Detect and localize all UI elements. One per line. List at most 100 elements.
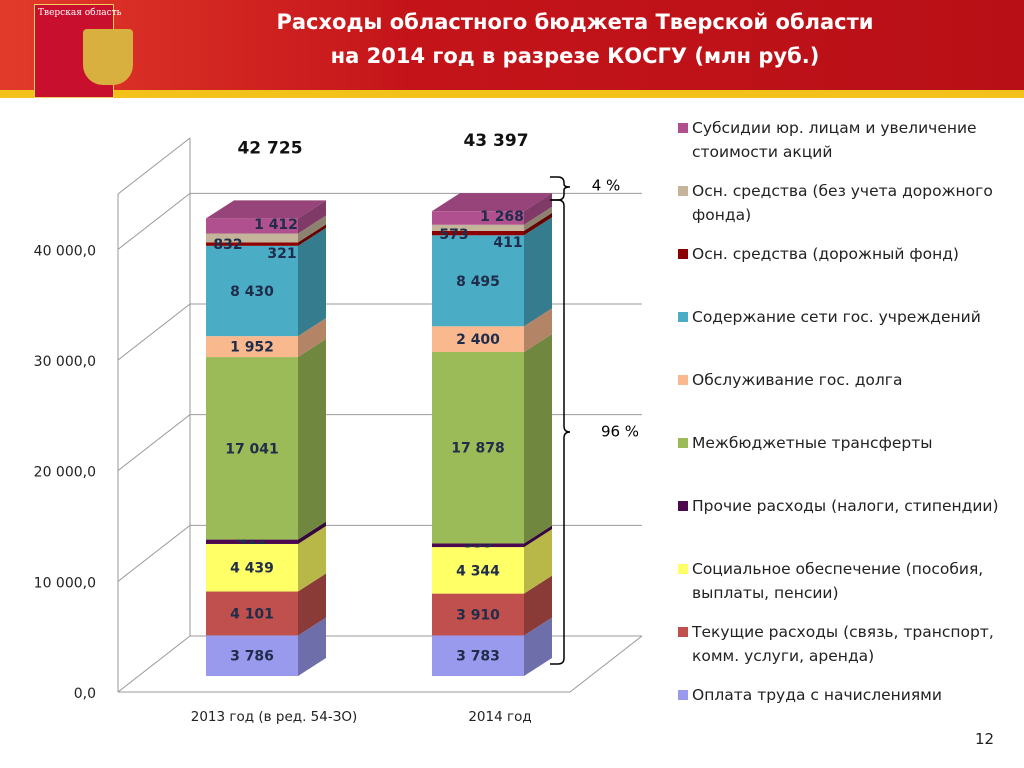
bar-segment	[432, 351, 524, 544]
legend-item: Прочие расходы (налоги, стипендии)	[672, 494, 1017, 544]
legend-label: Обслуживание гос. долга	[692, 371, 903, 389]
legend-label: Межбюджетные трансферты	[692, 434, 933, 452]
annotation: 96 %	[601, 423, 639, 441]
floor-edge	[569, 635, 643, 693]
total-label: 42 725	[237, 138, 302, 158]
legend-label: Оплата труда с начислениями	[692, 686, 942, 704]
bar-side	[298, 617, 326, 676]
bar-side	[524, 333, 552, 544]
header-stripe	[0, 90, 1024, 98]
bar-segment	[432, 224, 524, 231]
legend-label: Осн. средства (без учета дорожного фонда…	[692, 182, 993, 224]
bar-side	[298, 525, 326, 592]
bracket-96	[550, 199, 571, 665]
y-tick-label: 40 000,0	[34, 243, 96, 259]
value-label: 8 495	[456, 274, 500, 290]
bar-segment	[206, 242, 298, 246]
value-label: 321	[267, 246, 296, 262]
legend-item: Текущие расходы (связь, транспорт, комм.…	[672, 620, 1017, 670]
legend-item: Социальное обеспечение (пособия, выплаты…	[672, 557, 1017, 607]
bar-side	[298, 227, 326, 337]
bar-segment	[432, 326, 524, 352]
legend-item: Субсидии юр. лицам и увеличение стоимост…	[672, 116, 1017, 166]
chart-title: Расходы областного бюджета Тверской обла…	[276, 10, 874, 34]
y-tick-label: 10 000,0	[34, 575, 96, 591]
value-label: 1 412	[254, 217, 298, 233]
legend-swatch	[678, 627, 688, 637]
legend-label: Социальное обеспечение (пособия, выплаты…	[692, 560, 984, 602]
y-tick-label: 30 000,0	[34, 354, 96, 370]
legend-item: Оплата труда с начислениями	[672, 683, 1017, 733]
bar-side	[524, 617, 552, 676]
slide-number: 12	[975, 730, 995, 748]
value-label: 573	[439, 227, 468, 243]
bar-side	[524, 308, 552, 352]
total-label: 43 397	[463, 131, 528, 151]
chart-subtitle: на 2014 год в разрезе КОСГУ (млн руб.)	[330, 44, 820, 68]
emblem	[34, 4, 133, 98]
value-label: 3 910	[456, 608, 500, 624]
value-label: 411	[493, 235, 522, 251]
legend-swatch	[678, 186, 688, 196]
bar-top	[206, 200, 326, 219]
y-tick-label: 0,0	[74, 686, 96, 702]
legend-item: Обслуживание гос. долга	[672, 368, 1017, 418]
legend-swatch	[678, 249, 688, 259]
bar-side	[298, 339, 326, 540]
legend-label: Субсидии юр. лицам и увеличение стоимост…	[692, 119, 977, 161]
annotation: 4 %	[592, 177, 621, 195]
bar-segment	[206, 218, 298, 234]
value-label: 8 430	[230, 284, 274, 300]
value-label: 3 783	[456, 649, 500, 665]
bar-segment	[206, 591, 298, 636]
y-tick-label: 20 000,0	[34, 465, 96, 481]
value-label: 1 952	[230, 340, 274, 356]
legend-swatch	[678, 690, 688, 700]
bar-segment	[432, 211, 524, 225]
bar-side	[524, 206, 552, 231]
legend-item: Осн. средства (дорожный фонд)	[672, 242, 1017, 292]
legend-label: Прочие расходы (налоги, стипендии)	[692, 497, 999, 515]
legend-swatch	[678, 312, 688, 322]
value-label: 4 344	[456, 563, 500, 579]
value-label: 832	[213, 237, 242, 253]
bar-segment	[432, 543, 524, 548]
bar-segment	[206, 543, 298, 592]
legend-swatch	[678, 375, 688, 385]
legend-swatch	[678, 501, 688, 511]
bar-side	[524, 193, 552, 225]
bar-segment	[432, 547, 524, 594]
bar-side	[524, 529, 552, 594]
legend-swatch	[678, 564, 688, 574]
bar-segment	[432, 593, 524, 636]
bracket-4	[550, 176, 571, 201]
bar-side	[524, 212, 552, 236]
legend-swatch	[678, 438, 688, 448]
legend-label: Осн. средства (дорожный фонд)	[692, 245, 959, 263]
legend-swatch	[678, 123, 688, 133]
x-tick-label: 2014 год	[468, 709, 531, 725]
bar-segment	[206, 336, 298, 358]
bar-side	[298, 318, 326, 358]
bar-top	[432, 193, 552, 212]
header	[0, 0, 1024, 90]
value-label: 1 268	[480, 209, 524, 225]
bar-side	[524, 217, 552, 327]
bar-segment	[432, 230, 524, 236]
value-label: 4 439	[230, 561, 274, 577]
bar-segment	[432, 235, 524, 327]
legend-item: Межбюджетные трансферты	[672, 431, 1017, 481]
crest	[83, 29, 133, 85]
value-label: 3 786	[230, 649, 274, 665]
legend-item: Содержание сети гос. учреждений	[672, 305, 1017, 355]
bar-side	[298, 521, 326, 544]
legend-label: Текущие расходы (связь, транспорт, комм.…	[692, 623, 994, 665]
region-name: Тверская область	[38, 8, 122, 18]
legend-label: Содержание сети гос. учреждений	[692, 308, 981, 326]
bar-side	[298, 215, 326, 243]
bar-segment	[432, 635, 524, 676]
value-label: 17 041	[225, 441, 279, 457]
value-label: 2 400	[456, 332, 500, 348]
